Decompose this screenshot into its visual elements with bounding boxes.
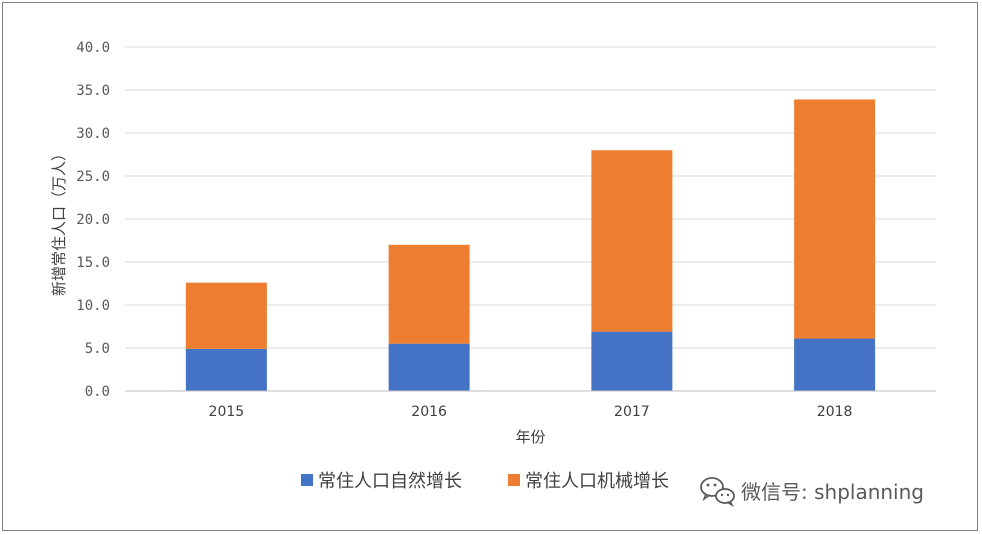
y-tick-label: 15.0 <box>76 255 110 271</box>
wechat-icon <box>700 477 735 508</box>
y-tick-label: 35.0 <box>76 83 110 99</box>
bar-2016-natural <box>388 343 470 391</box>
bars <box>185 99 876 391</box>
bar-2016-migration <box>388 244 470 344</box>
y-tick-label: 20.0 <box>76 212 110 228</box>
watermark: 微信号: shplanning <box>700 477 924 508</box>
bar-2018-migration <box>794 99 876 339</box>
x-axis-title: 年份 <box>515 428 545 446</box>
y-axis-title: 新增常住人口（万人） <box>50 146 68 296</box>
legend-label-natural: 常住人口自然增长 <box>318 471 462 492</box>
y-tick-label: 30.0 <box>76 126 110 142</box>
legend-label-migration: 常住人口机械增长 <box>525 471 669 492</box>
legend: 常住人口自然增长 常住人口机械增长 <box>301 471 669 492</box>
watermark-text: 微信号: shplanning <box>741 480 924 504</box>
legend-swatch-migration <box>508 474 520 486</box>
bar-2015-natural <box>185 348 267 391</box>
bar-2015-migration <box>185 282 267 349</box>
legend-swatch-natural <box>301 474 313 486</box>
x-tick-label: 2017 <box>614 404 650 420</box>
x-tick-label: 2015 <box>209 404 245 420</box>
y-tick-label: 5.0 <box>85 341 110 357</box>
x-tick-label: 2016 <box>411 404 447 420</box>
y-tick-label: 10.0 <box>76 298 110 314</box>
bar-2017-migration <box>591 150 673 332</box>
y-tick-label: 40.0 <box>76 40 110 56</box>
y-tick-label: 0.0 <box>85 384 110 400</box>
y-axis-tick-labels: 0.0 5.0 10.0 15.0 20.0 25.0 30.0 35.0 40.0 <box>76 40 110 400</box>
bar-2018-natural <box>794 338 876 391</box>
bar-2017-natural <box>591 331 673 391</box>
x-axis-tick-labels: 2015 2016 2017 2018 <box>209 404 853 420</box>
x-tick-label: 2018 <box>817 404 853 420</box>
y-tick-label: 25.0 <box>76 169 110 185</box>
